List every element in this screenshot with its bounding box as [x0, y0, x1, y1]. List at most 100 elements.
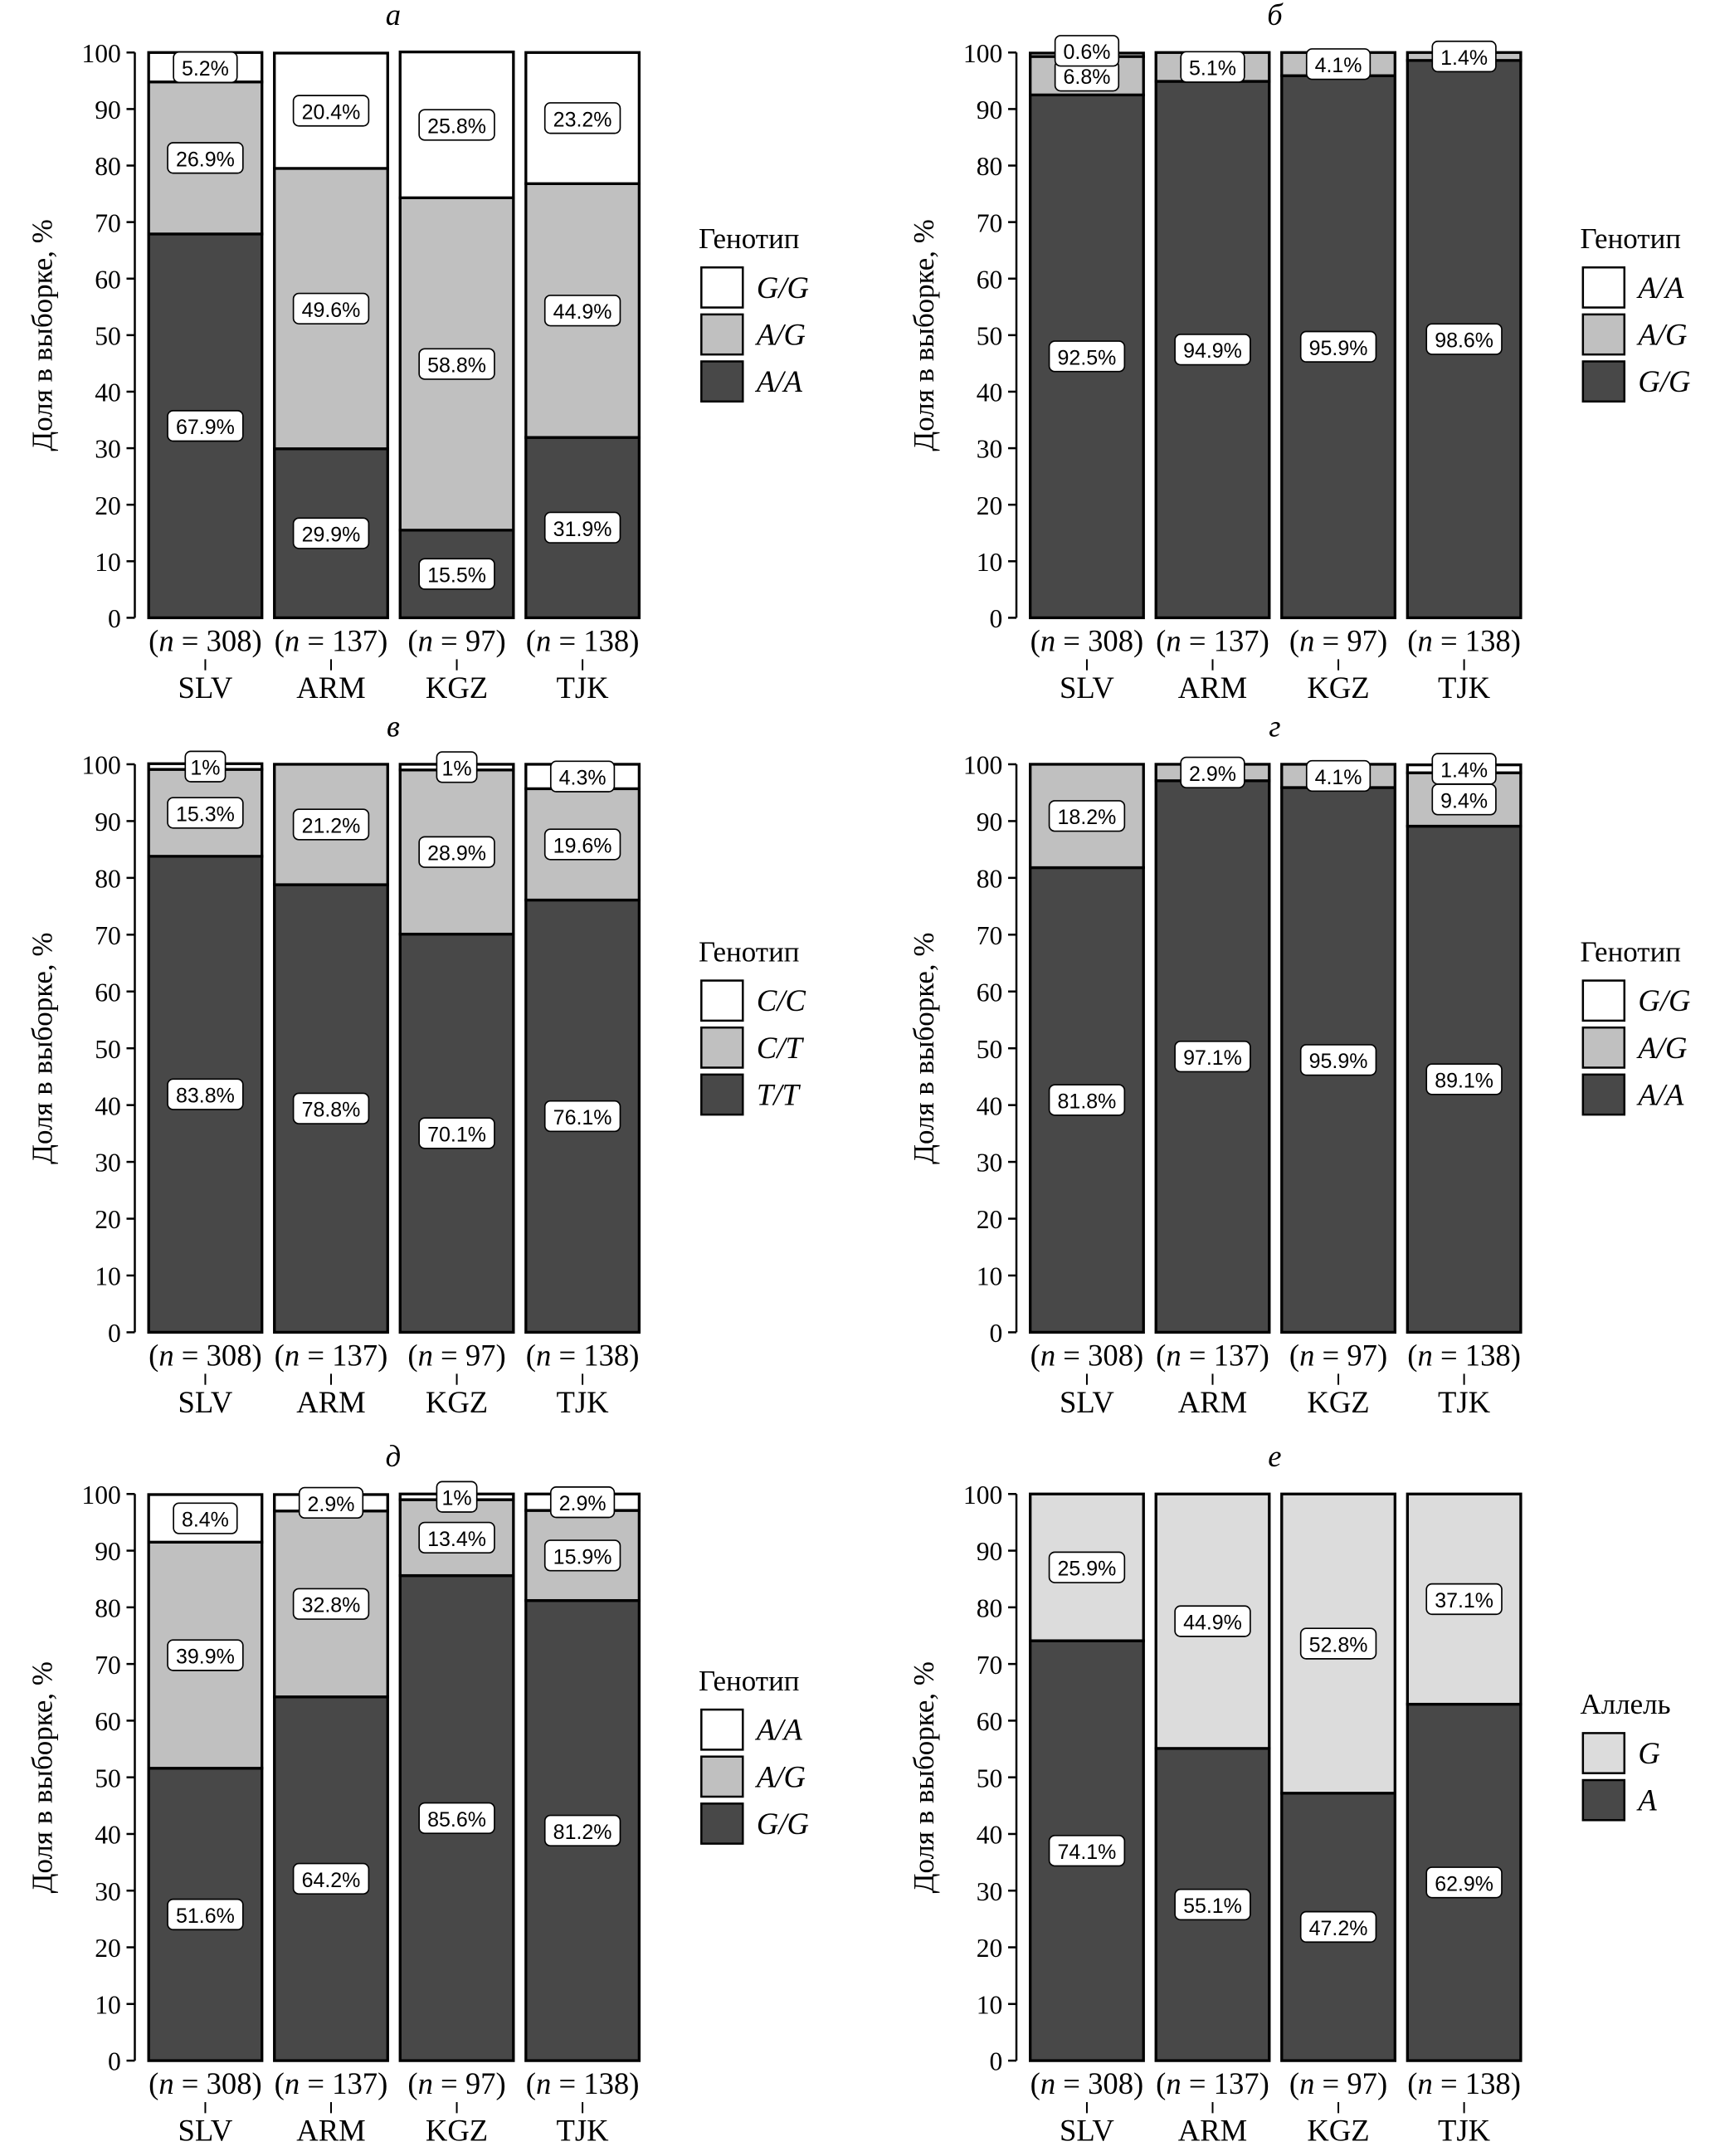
data-label-box [543, 102, 621, 134]
data-label-box [1174, 334, 1251, 366]
data-label-box [418, 348, 495, 380]
data-label-box [173, 51, 238, 84]
x-tick-label: SLV [1060, 671, 1114, 705]
data-label: 9.4% [1440, 789, 1488, 812]
legend-entry: A [1636, 1783, 1657, 1817]
y-tick-label: 20 [95, 1205, 121, 1234]
data-label-box [1048, 340, 1126, 373]
data-label: 15.5% [427, 564, 486, 588]
data-label-box [167, 142, 244, 174]
y-axis-label: Доля в выборке, % [27, 219, 59, 451]
legend-entry: G/G [1638, 364, 1690, 398]
y-axis-label: Доля в выборке, % [27, 932, 59, 1163]
y-tick-label: 10 [95, 1990, 121, 2019]
legend-entry: A/A [1636, 1077, 1684, 1111]
data-label: 94.9% [1183, 339, 1242, 363]
y-tick-label: 60 [977, 1707, 1003, 1736]
data-label-box [436, 1480, 478, 1513]
y-tick-label: 90 [977, 95, 1003, 124]
x-tick-label: TJK [1438, 671, 1491, 705]
data-label-box [167, 1078, 244, 1110]
n-label: (n = 137) [275, 2066, 388, 2100]
data-label: 44.9% [553, 300, 612, 324]
data-label: 1% [441, 757, 471, 780]
y-tick-label: 100 [963, 1480, 1002, 1510]
x-tick-label: ARM [296, 1385, 365, 1419]
data-label: 78.8% [302, 1099, 361, 1122]
y-axis-label: Доля в выборке, % [908, 932, 940, 1163]
data-label-box [1048, 1551, 1126, 1583]
data-label-box [418, 836, 495, 868]
n-label: (n = 137) [275, 1338, 388, 1372]
legend-title: Генотип [699, 222, 800, 255]
panel-title: в [387, 710, 400, 744]
data-label-box [1299, 1627, 1377, 1660]
data-label: 6.8% [1063, 66, 1110, 89]
data-label: 28.9% [427, 842, 486, 866]
y-tick-label: 60 [977, 265, 1003, 294]
data-label-box [543, 1814, 621, 1847]
n-label: (n = 97) [407, 1338, 505, 1372]
y-tick-label: 20 [977, 491, 1003, 520]
y-tick-label: 80 [95, 865, 121, 894]
n-label: (n = 308) [149, 2066, 262, 2100]
legend-title: Генотип [1580, 222, 1681, 255]
legend-swatch [1581, 1778, 1626, 1822]
data-label: 70.1% [427, 1124, 486, 1147]
x-tick-label: TJK [557, 1385, 610, 1419]
data-label: 31.9% [553, 518, 612, 541]
data-label-box [1048, 1084, 1126, 1116]
data-label-box [1174, 1605, 1251, 1637]
legend-entry: A/G [755, 1759, 806, 1793]
y-tick-label: 80 [95, 1594, 121, 1623]
data-label: 23.2% [553, 108, 612, 131]
x-tick-label: TJK [557, 671, 610, 705]
x-tick-label: SLV [178, 2114, 233, 2148]
data-label: 62.9% [1435, 1872, 1493, 1895]
n-label: (n = 97) [1289, 2066, 1387, 2100]
y-tick-label: 40 [95, 1091, 121, 1120]
data-label-box [1180, 756, 1245, 789]
x-tick-label: KGZ [1307, 2114, 1369, 2148]
data-label: 51.6% [176, 1905, 235, 1928]
data-label-box [1425, 1583, 1503, 1616]
data-label: 2.9% [559, 1492, 607, 1515]
legend-entry: T/T [757, 1077, 801, 1111]
data-label: 1.4% [1440, 759, 1488, 782]
data-label-box [1425, 323, 1503, 355]
data-label: 1% [190, 757, 220, 780]
legend-swatch [700, 360, 744, 403]
y-tick-label: 60 [95, 978, 121, 1007]
y-tick-label: 10 [977, 548, 1003, 577]
y-tick-label: 100 [81, 1480, 120, 1510]
data-label: 2.9% [1189, 763, 1236, 786]
y-tick-label: 0 [990, 2047, 1003, 2076]
y-tick-label: 30 [95, 1149, 121, 1178]
data-label: 1% [441, 1487, 471, 1510]
data-label: 18.2% [1058, 806, 1117, 829]
data-label-box [292, 292, 370, 324]
data-label-box [1174, 1888, 1251, 1921]
y-tick-label: 60 [977, 978, 1003, 1007]
n-label: (n = 137) [1156, 623, 1269, 657]
legend-entry: C/T [757, 1031, 805, 1065]
y-axis-label: Доля в выборке, % [908, 219, 940, 451]
data-label: 81.2% [553, 1821, 612, 1844]
y-tick-label: 70 [977, 208, 1003, 237]
data-label: 29.9% [302, 524, 361, 547]
data-label-box [292, 808, 370, 841]
data-label: 32.8% [302, 1594, 361, 1617]
legend-entry: C/C [757, 983, 806, 1017]
x-tick-label: ARM [296, 2114, 365, 2148]
x-tick-label: TJK [1438, 1385, 1491, 1419]
y-tick-label: 40 [95, 378, 121, 407]
x-tick-label: KGZ [426, 2114, 488, 2148]
data-label-box [1299, 330, 1377, 363]
y-tick-label: 70 [977, 1651, 1003, 1680]
y-tick-label: 50 [977, 1035, 1003, 1064]
legend-title: Генотип [699, 935, 800, 968]
y-tick-label: 30 [977, 1149, 1003, 1178]
y-tick-label: 60 [95, 265, 121, 294]
data-label: 4.1% [1315, 54, 1362, 77]
data-label: 20.4% [302, 100, 361, 124]
